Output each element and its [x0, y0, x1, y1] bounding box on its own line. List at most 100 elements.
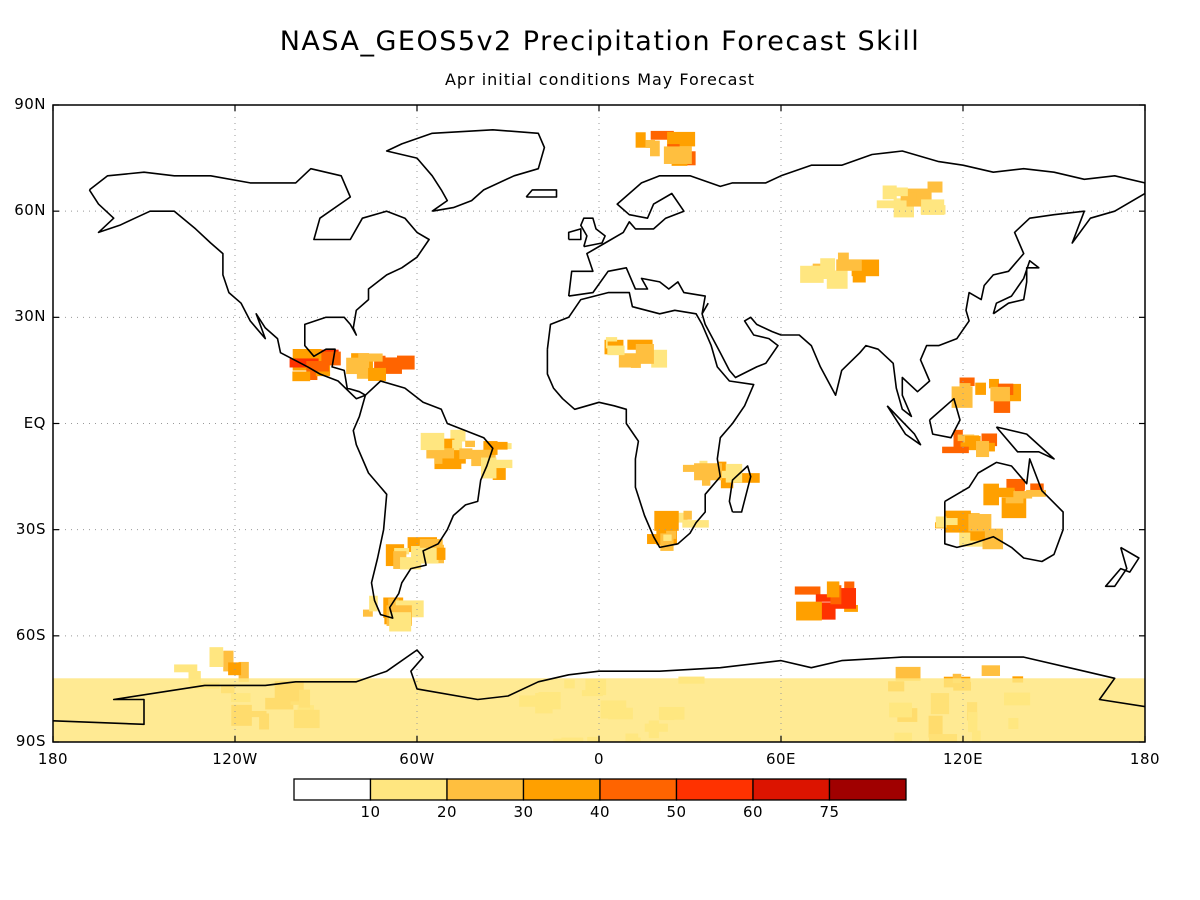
skill-cell — [396, 355, 415, 370]
skill-cell — [994, 487, 1015, 498]
colorbar-swatch — [675, 778, 754, 801]
skill-cell — [228, 662, 242, 676]
skill-cell — [895, 666, 921, 681]
skill-cell — [635, 132, 646, 148]
y-tick-label: 60S — [15, 625, 46, 644]
skill-cell — [935, 516, 947, 528]
coastline-arabia-inner — [701, 302, 709, 315]
skill-cell — [900, 192, 917, 201]
skill-cell — [975, 382, 986, 395]
skill-cell — [663, 146, 692, 164]
x-tick-label: 180 — [37, 750, 69, 768]
colorbar-swatch — [599, 778, 678, 801]
skill-cell — [485, 459, 513, 469]
skill-cell — [306, 361, 330, 372]
colorbar-swatch — [828, 778, 907, 801]
skill-cell — [694, 463, 722, 481]
coastline-new-zealand — [1104, 546, 1140, 588]
skill-cell — [960, 442, 989, 451]
skill-region — [682, 460, 760, 489]
skill-cell — [289, 358, 319, 368]
coastline-sumatra — [886, 405, 922, 446]
skill-cell — [346, 357, 370, 375]
skill-cell — [894, 187, 908, 197]
skill-cell — [481, 457, 497, 479]
skill-cell — [965, 435, 981, 446]
skill-cell — [465, 440, 475, 448]
skill-cell — [650, 140, 660, 157]
skill-cell — [815, 594, 839, 602]
skill-cell — [369, 595, 378, 612]
axis-ticks — [52, 104, 1146, 743]
coastline-japan — [992, 259, 1040, 315]
x-tick-label: 120W — [212, 750, 258, 768]
coastline-madagascar — [728, 465, 752, 513]
coastline-new-guinea — [995, 426, 1055, 460]
skill-cell — [607, 345, 625, 356]
skill-cell — [368, 367, 386, 381]
skill-cell — [459, 448, 473, 460]
coastline-iceland — [525, 189, 558, 198]
skill-cell — [981, 665, 1001, 676]
x-tick-label: 0 — [593, 750, 605, 768]
coastline-borneo — [928, 397, 961, 439]
skill-cell — [389, 612, 412, 632]
skill-cell — [420, 432, 445, 451]
skill-cell — [645, 139, 656, 148]
coastline-ireland — [567, 228, 582, 241]
skill-region — [951, 377, 1022, 413]
skill-cell — [1013, 491, 1033, 499]
skill-cell — [959, 377, 975, 387]
skill-cell — [426, 448, 455, 459]
y-tick-label: 30S — [15, 519, 46, 538]
skill-region — [794, 581, 858, 621]
y-tick-label: 30N — [14, 307, 46, 326]
skill-cell — [796, 601, 822, 621]
colorbar-label: 30 — [513, 803, 534, 821]
skill-cell — [990, 386, 1010, 402]
skill-cell — [1030, 483, 1044, 494]
skill-cell — [419, 539, 443, 548]
skill-region — [800, 252, 880, 289]
skill-cell — [985, 442, 995, 452]
colorbar-label: 10 — [360, 803, 381, 821]
skill-cell — [826, 581, 840, 598]
skill-cell — [852, 273, 866, 283]
skill-cell — [927, 181, 943, 193]
skill-cell — [663, 534, 672, 541]
skill-cell — [836, 259, 862, 271]
y-tick-label: EQ — [23, 413, 46, 432]
skill-cell — [650, 130, 674, 140]
colorbar-label: 50 — [666, 803, 687, 821]
skill-cell — [450, 429, 466, 442]
skill-cell — [683, 510, 692, 520]
skill-cell — [731, 473, 760, 483]
colorbar-swatch — [522, 778, 601, 801]
skill-cell — [942, 446, 969, 454]
skill-cell — [400, 557, 422, 570]
skill-cell — [490, 441, 508, 450]
y-tick-label: 90S — [15, 732, 46, 750]
skill-cell — [436, 547, 446, 560]
antarctic-skill-band — [53, 678, 1145, 742]
skill-cell — [238, 661, 249, 682]
colorbar-swatch — [293, 778, 372, 801]
skill-fill-layer — [53, 130, 1145, 742]
colorbar-swatch — [446, 778, 525, 801]
skill-cell — [188, 671, 201, 683]
colorbar-label: 60 — [742, 803, 764, 821]
skill-cell — [1026, 489, 1046, 497]
skill-cell — [635, 344, 654, 364]
skill-cell — [666, 525, 677, 539]
skill-cell — [717, 461, 727, 476]
skill-cell — [820, 258, 836, 280]
coastline-eurasia — [567, 150, 1145, 418]
skill-cell — [837, 252, 849, 264]
skill-cell — [1006, 478, 1026, 490]
skill-region — [647, 510, 709, 551]
skill-region — [635, 130, 696, 166]
colorbar-label: 40 — [589, 803, 611, 821]
skill-cell — [968, 514, 992, 532]
skill-cell — [959, 383, 971, 401]
